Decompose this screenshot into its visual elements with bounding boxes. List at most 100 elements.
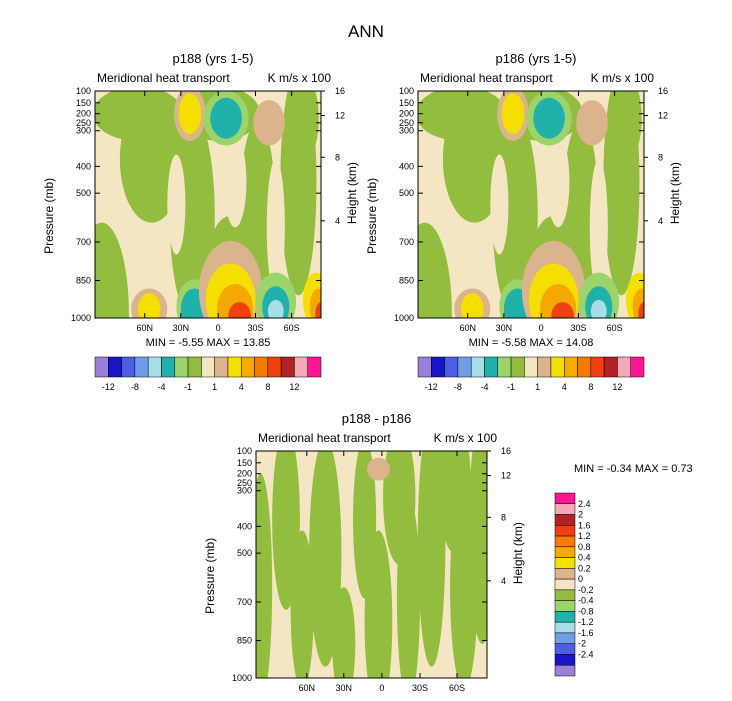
contour-jet-teal (533, 97, 565, 139)
colorbar-swatch (554, 643, 576, 655)
y-right-tick-label: 16 (501, 446, 511, 456)
contour-field (418, 91, 644, 318)
colorbar-swatch (554, 557, 576, 569)
x-tick-label: 30N (496, 323, 513, 333)
panels: 100150200250300400500700850100016128460N… (42, 51, 693, 693)
x-tick-label: 60N (136, 323, 153, 333)
colorbar-swatch (577, 356, 592, 378)
y-right-tick-label: 12 (658, 111, 668, 121)
y-tick-label: 100 (399, 86, 414, 96)
right-subtitle: K m/s x 100 (591, 71, 655, 85)
y-tick-label: 700 (399, 237, 414, 247)
y-right-tick-label: 16 (335, 86, 345, 96)
colorbar-label: -2 (578, 639, 586, 649)
x-tick-label: 60N (299, 683, 316, 693)
colorbar-swatch (497, 356, 512, 378)
x-tick-label: 60S (607, 323, 623, 333)
y-right-tick-label: 4 (335, 216, 340, 226)
left-subtitle: Meridional heat transport (258, 431, 391, 445)
colorbar-label: -1.2 (578, 617, 594, 627)
y-right-tick-label: 8 (335, 152, 340, 162)
colorbar-swatch (537, 356, 552, 378)
contour-jet-tan (576, 100, 608, 146)
y-tick-label: 1000 (394, 313, 414, 323)
y-tick-label: 150 (399, 98, 414, 108)
contour-green-top (95, 91, 184, 141)
colorbar-swatch (174, 356, 189, 378)
contour-green-stripe (396, 496, 421, 678)
contour-green-stripe (468, 451, 487, 644)
colorbar-swatch (550, 356, 565, 378)
contour-tan-stripe (490, 154, 509, 255)
colorbar-label: 2.4 (578, 499, 591, 509)
colorbar-swatch (554, 621, 576, 634)
y-tick-label: 300 (237, 486, 252, 496)
contour-surface-yellow (137, 293, 161, 318)
figure-title: ANN (348, 22, 384, 41)
colorbar-label: 0.2 (578, 563, 591, 573)
y-tick-label: 850 (76, 276, 91, 286)
colorbar-swatch (554, 568, 576, 580)
contour-green-stripe (364, 530, 393, 678)
colorbar-swatch (554, 503, 576, 515)
left-subtitle: Meridional heat transport (97, 71, 230, 85)
y-right-tick-label: 8 (658, 152, 663, 162)
chart-panel-3: 100150200250300400500700850100016128460N… (203, 411, 693, 693)
y-right-tick-label: 4 (658, 216, 663, 226)
colorbar-swatch (554, 589, 576, 601)
y-right-tick-label: 8 (501, 512, 506, 522)
y-tick-label: 200 (237, 469, 252, 479)
contour-tan-stripe (589, 159, 608, 296)
colorbar-swatch (630, 356, 645, 378)
contour-field (95, 91, 321, 318)
contour-jet-tan (253, 100, 285, 146)
contour-green-stripe (309, 451, 342, 667)
x-tick-label: 0 (379, 683, 384, 693)
contour-tan-stripe (266, 159, 285, 296)
colorbar-label: 0.8 (578, 542, 591, 552)
colorbar-label: -1.6 (578, 628, 594, 638)
colorbar-label: 8 (265, 382, 270, 392)
y-tick-label: 500 (237, 548, 252, 558)
colorbar-swatch (161, 356, 176, 378)
colorbar-swatch (444, 356, 459, 378)
y-tick-label: 250 (237, 478, 252, 488)
y-tick-label: 1000 (232, 673, 252, 683)
colorbar-label: -4 (480, 382, 488, 392)
colorbar-label: 0.4 (578, 553, 591, 563)
colorbar-swatch (590, 356, 605, 378)
contour-green-south-pole (95, 222, 129, 318)
colorbar-label: 0 (578, 574, 583, 584)
colorbar-label: 1.2 (578, 531, 591, 541)
colorbar-swatch (554, 492, 576, 505)
contour-green-top (291, 91, 319, 160)
colorbar-label: 12 (612, 382, 622, 392)
contour-green-stripe (417, 451, 446, 667)
min-max-stats: MIN = -0.34 MAX = 0.73 (574, 463, 693, 475)
y-right-axis-label: Height (km) (668, 162, 682, 224)
plot-frame (94, 90, 322, 319)
colorbar-label: 4 (239, 382, 244, 392)
y-right-tick-label: 12 (335, 111, 345, 121)
colorbar-swatch (108, 356, 122, 378)
y-tick-label: 700 (76, 237, 91, 247)
colorbar-label: -8 (131, 382, 139, 392)
colorbar-label: -1 (507, 382, 515, 392)
colorbar-label: -4 (157, 382, 165, 392)
contour-green-stripe (332, 587, 356, 678)
colorbar-swatch (94, 356, 109, 378)
contour-tan-patch (366, 457, 390, 481)
contour-jet-yellow (501, 93, 525, 135)
colorbar-label: -12 (425, 382, 438, 392)
y-tick-label: 300 (399, 126, 414, 136)
panel-title: p188 (yrs 1-5) (173, 51, 254, 66)
contour-tan-stripe (546, 136, 570, 228)
y-tick-label: 500 (399, 188, 414, 198)
x-tick-label: 30N (336, 683, 353, 693)
y-axis-label: Pressure (mb) (365, 178, 379, 254)
colorbar-label: -12 (102, 382, 115, 392)
colorbar-swatch (227, 356, 242, 378)
contour-green-top (614, 91, 642, 160)
colorbar-swatch (510, 356, 525, 378)
